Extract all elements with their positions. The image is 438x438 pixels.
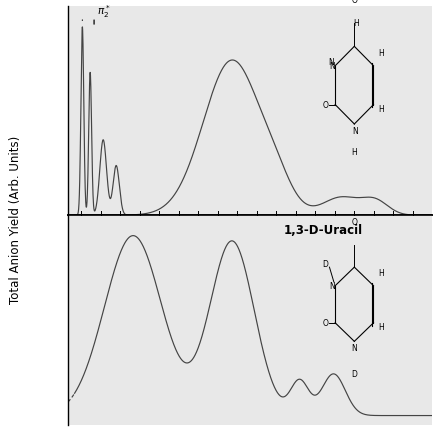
Text: H: H [377, 49, 383, 57]
Text: D: D [321, 259, 327, 268]
Text: O: O [350, 0, 357, 5]
Text: H: H [377, 322, 383, 331]
Text: H: H [351, 148, 357, 157]
Text: N: N [328, 62, 334, 71]
Text: N: N [351, 343, 357, 353]
Text: H: H [377, 268, 383, 278]
Text: $\pi_2^*$: $\pi_2^*$ [97, 4, 110, 20]
Text: D: D [350, 369, 357, 378]
Text: N: N [328, 282, 334, 290]
Text: 1,3-D-Uracil: 1,3-D-Uracil [283, 223, 362, 236]
Text: Total Anion Yield (Arb. Units): Total Anion Yield (Arb. Units) [9, 135, 22, 303]
Text: O: O [350, 218, 357, 227]
Text: O: O [322, 318, 328, 328]
Text: N: N [351, 127, 357, 136]
Text: O: O [322, 101, 328, 110]
Text: N: N [327, 58, 333, 67]
Text: H: H [352, 19, 358, 28]
Text: H: H [377, 105, 383, 114]
